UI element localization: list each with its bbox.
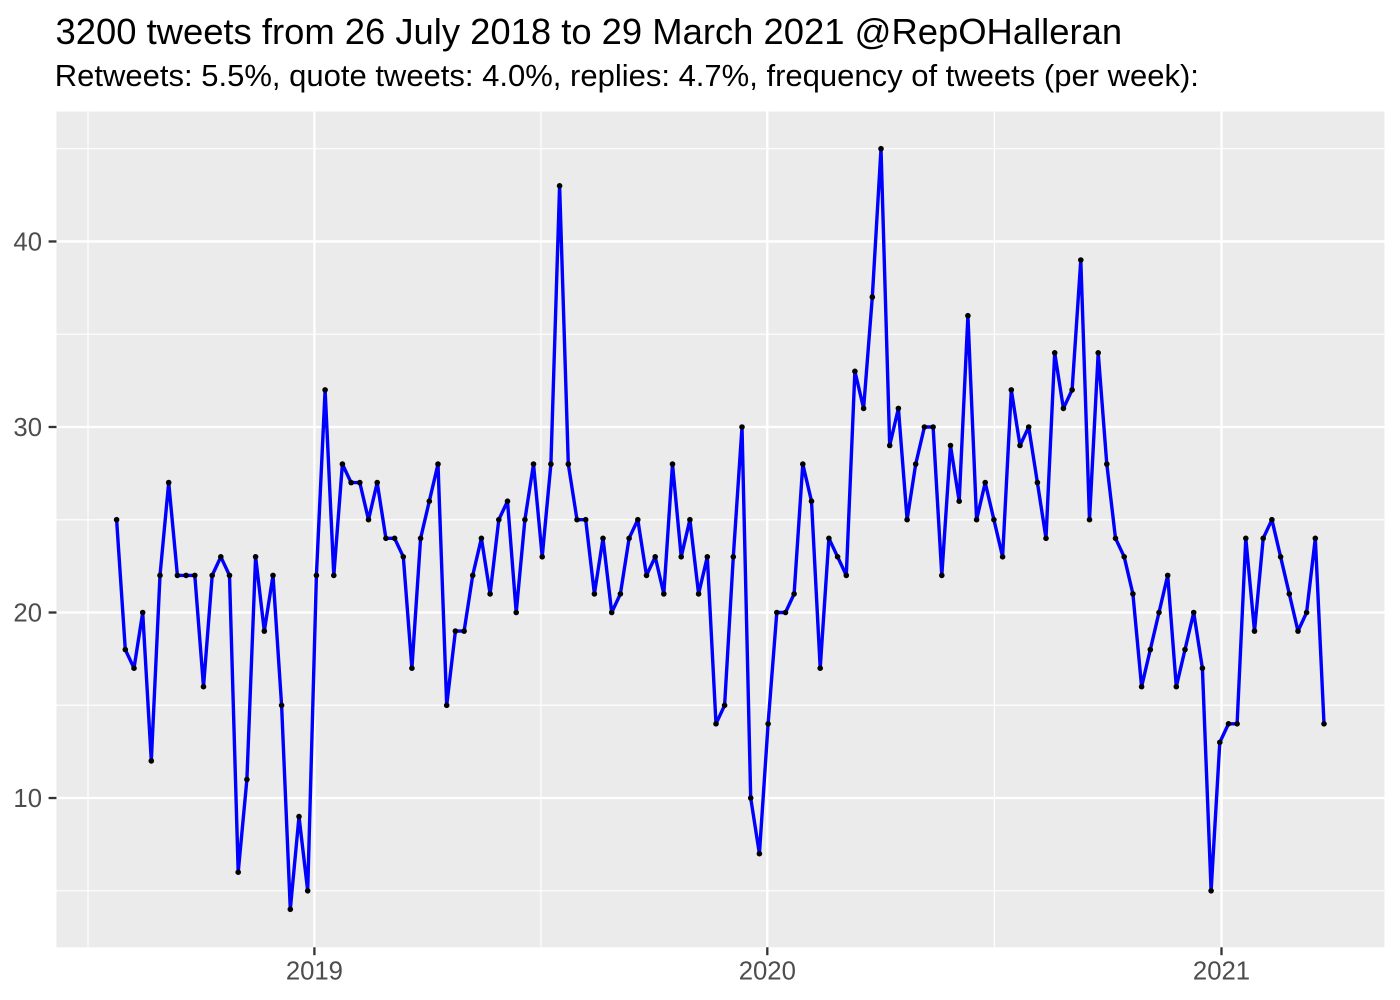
svg-text:20: 20 [13, 600, 42, 628]
svg-text:Retweets: 5.5%, quote tweets:: Retweets: 5.5%, quote tweets: 4.0%, repl… [55, 58, 1199, 93]
svg-text:40: 40 [13, 229, 42, 257]
svg-text:2020: 2020 [739, 958, 796, 986]
svg-text:30: 30 [13, 414, 42, 442]
svg-text:2019: 2019 [286, 958, 343, 986]
svg-text:2021: 2021 [1193, 958, 1250, 986]
svg-text:3200 tweets from 26 July 2018: 3200 tweets from 26 July 2018 to 29 Marc… [56, 11, 1123, 52]
svg-text:10: 10 [13, 785, 42, 813]
